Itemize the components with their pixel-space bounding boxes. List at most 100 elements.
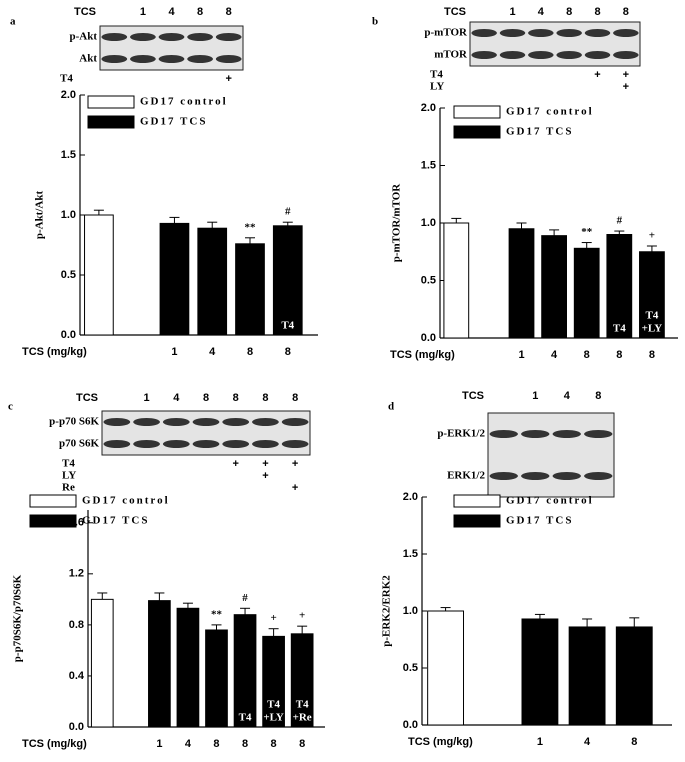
y-tick-label: 1.0 [403,605,418,617]
y-axis-label: p-p70S6K/p70S6K [12,574,24,662]
blot-band [584,51,611,59]
blot-row-label: p-p70 S6K [49,416,99,428]
panel-letter: b [372,16,378,28]
blot-band [489,472,518,480]
treatment-label: LY [62,470,76,482]
x-tick-label: 1 [171,346,177,358]
legend-label: GD17 control [82,495,170,507]
y-tick-label: 1.0 [61,209,76,221]
blot-band [222,418,250,426]
treatment-mark: + [262,470,268,482]
blot-row-label: mTOR [434,49,468,61]
significance-label: # [242,592,248,604]
y-axis-label: p-mTOR/mTOR [391,183,403,262]
blot-band [103,418,131,426]
x-tick-label: 8 [242,738,248,750]
blot-lane-label: 8 [292,392,298,404]
blot-image [101,410,311,456]
bar [262,635,285,728]
bar [606,234,633,339]
blot-band [521,430,550,438]
treatment-mark: + [292,482,298,494]
panel: a TCS 1 4 8 8 p-Akt Akt T4 +0.0 0.5 1.0 1.5 2.0 p-Akt/… [10,6,318,358]
x-axis-label: TCS (mg/kg) [408,736,473,748]
x-tick-label: 4 [584,736,591,748]
blot-image [487,412,615,498]
blot-lane-label: 8 [595,390,601,402]
x-tick-label: 8 [299,738,305,750]
treatment-mark: + [262,458,268,470]
legend-swatch [87,95,135,109]
blot-lane-label: 4 [168,6,175,18]
bar [443,222,470,339]
significance-label: ** [581,226,593,238]
blot-band [552,472,581,480]
bar [205,629,228,728]
x-tick-label: 1 [537,736,543,748]
blot-band [133,440,160,448]
x-axis-label: TCS (mg/kg) [390,349,455,361]
treatment-label: LY [430,81,444,93]
blot-header: TCS [462,390,484,402]
bar [639,251,665,339]
legend-label: GD17 TCS [506,515,573,527]
x-tick-label: 8 [285,346,291,358]
blot-lane-label: 4 [173,392,180,404]
blot-lane-label: 8 [203,392,209,404]
blot-row-label: p-mTOR [424,27,468,39]
significance-label: + [270,612,276,624]
blot-lane-label: 8 [262,392,268,404]
legend-label: GD17 TCS [140,116,207,128]
legend-label: GD17 control [506,106,594,118]
blot-band [584,472,613,480]
x-tick-label: 8 [584,349,590,361]
bar [233,614,257,728]
blot-band [613,51,639,59]
significance-label: + [299,610,305,622]
bar [541,235,567,339]
treatment-mark: + [594,69,600,81]
x-tick-label: 4 [551,349,558,361]
y-tick-label: 0.5 [421,274,436,286]
y-tick-label: 0.4 [69,670,85,682]
treatment-label: T4 [62,458,75,470]
y-tick-label: 1.5 [421,159,436,171]
blot-band [613,29,639,37]
bar-inside-label: T4 [239,712,252,724]
treatment-mark: + [225,73,231,85]
y-tick-label: 1.5 [61,149,76,161]
x-tick-label: 8 [649,349,655,361]
legend-label: GD17 control [140,96,228,108]
blot-band [528,29,554,37]
y-axis-label: p-Akt/Akt [34,191,46,240]
significance-label: ** [211,608,223,620]
bar [197,227,228,336]
bar-inside-label: +Re [293,712,312,724]
legend-swatch [453,125,501,139]
y-tick-label: 0.5 [403,662,418,674]
bar [148,600,171,728]
blot-lane-label: 8 [566,6,572,18]
legend-label: GD17 control [506,495,594,507]
y-tick-label: 0.0 [61,329,76,341]
legend-swatch [87,115,135,129]
blot-band [192,418,220,426]
x-axis-label: TCS (mg/kg) [22,738,87,750]
blot-band [101,55,128,63]
blot-row-label: p-Akt [69,31,97,43]
blot-row-label: p-ERK1/2 [437,428,485,440]
x-tick-label: 8 [213,738,219,750]
legend-label: GD17 TCS [82,515,149,527]
panel-letter: c [8,401,13,413]
x-tick-label: 8 [271,738,277,750]
bar [615,626,653,726]
treatment-mark: + [623,81,629,93]
blot-band [158,55,185,63]
bar [290,633,314,728]
blot-band [552,430,581,438]
bar-inside-label: T4 [645,310,658,322]
legend-swatch [453,514,501,528]
y-tick-label: 1.2 [69,568,84,580]
